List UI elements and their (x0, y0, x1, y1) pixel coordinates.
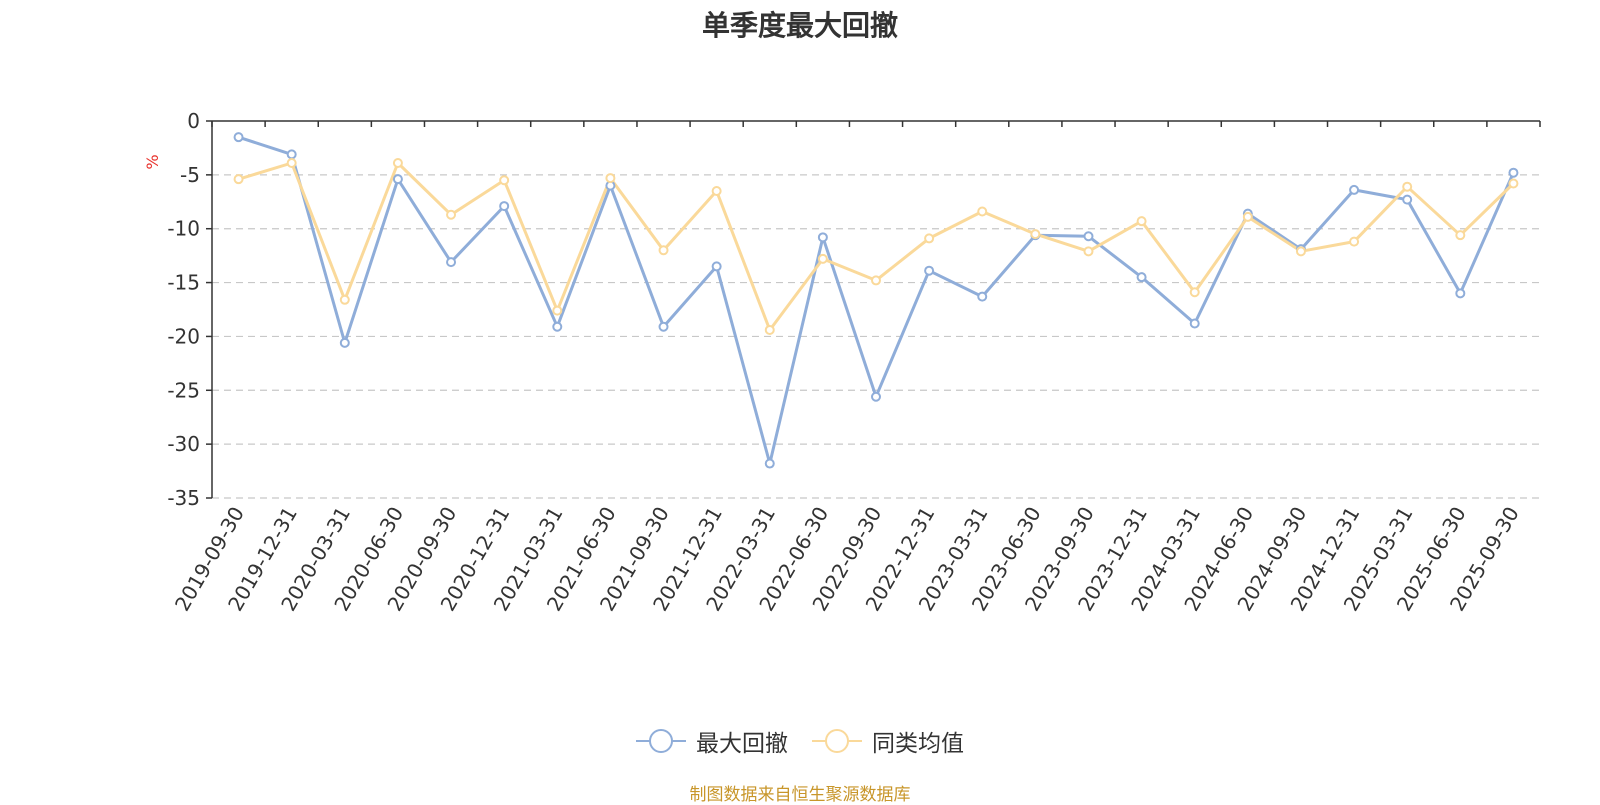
data-point[interactable] (1189, 287, 1200, 298)
data-point[interactable] (1136, 272, 1147, 283)
data-point[interactable] (1242, 211, 1253, 222)
data-point[interactable] (392, 158, 403, 169)
grid-lines (212, 174, 1540, 499)
data-point[interactable] (977, 206, 988, 217)
series-line-1 (238, 161, 1515, 332)
data-point[interactable] (1349, 236, 1360, 247)
data-point[interactable] (658, 321, 669, 332)
x-tick-labels: 2019-09-302019-12-312020-03-312020-06-30… (170, 503, 1524, 616)
data-source-note: 制图数据来自恒生聚源数据库 (689, 785, 911, 805)
data-point[interactable] (817, 232, 828, 243)
data-point[interactable] (552, 321, 563, 332)
axes (206, 120, 1541, 499)
data-point[interactable] (233, 174, 244, 185)
data-point[interactable] (1402, 194, 1413, 205)
data-point[interactable] (605, 173, 616, 184)
y-tick-labels: 0 -5 -10 -15 -20 -25 -30 -35 (167, 109, 200, 510)
data-point[interactable] (1189, 318, 1200, 329)
y-tick-label: -30 (167, 432, 200, 456)
chart-title: 单季度最大回撤 (701, 9, 898, 42)
data-point[interactable] (499, 201, 510, 212)
legend-item-max-drawdown[interactable]: 最大回撤 (636, 724, 788, 758)
data-point[interactable] (871, 391, 881, 402)
data-point[interactable] (1455, 288, 1466, 299)
data-point[interactable] (339, 337, 350, 348)
y-tick-label: -20 (167, 324, 200, 348)
data-point[interactable] (658, 245, 669, 256)
y-tick-label: -15 (167, 271, 200, 295)
data-point[interactable] (499, 175, 510, 186)
legend-line-circle-icon (812, 728, 862, 754)
data-point[interactable] (286, 158, 297, 169)
data-point[interactable] (1508, 178, 1519, 189)
data-point[interactable] (711, 261, 722, 272)
y-tick-label: 0 (187, 109, 200, 133)
data-point[interactable] (977, 291, 988, 302)
data-point[interactable] (1030, 229, 1041, 240)
data-point[interactable] (764, 324, 775, 335)
line-chart: 0 -5 -10 -15 -20 -25 -30 -35 2019-09-302019-12-… (143, 109, 1541, 616)
legend-label: 同类均值 (872, 731, 964, 757)
data-point[interactable] (446, 209, 457, 220)
data-point[interactable] (233, 132, 244, 143)
data-point[interactable] (446, 257, 457, 268)
data-point[interactable] (924, 233, 935, 244)
data-point[interactable] (286, 149, 297, 160)
legend-line-circle-icon (636, 728, 686, 754)
data-point[interactable] (924, 265, 935, 276)
series-points (233, 132, 1519, 469)
legend: 最大回撤 同类均值 (0, 724, 1600, 758)
data-point[interactable] (1083, 246, 1094, 257)
y-tick-label: -35 (167, 486, 200, 510)
y-axis-label: % (143, 154, 162, 169)
data-point[interactable] (1402, 181, 1413, 192)
data-point[interactable] (339, 294, 350, 305)
data-point[interactable] (1083, 231, 1094, 242)
series-lines (238, 135, 1515, 465)
data-point[interactable] (1295, 246, 1306, 257)
data-point[interactable] (1508, 167, 1519, 178)
data-point[interactable] (871, 275, 881, 286)
y-tick-label: -25 (167, 378, 200, 402)
legend-item-peer-average[interactable]: 同类均值 (812, 724, 964, 758)
data-point[interactable] (392, 174, 403, 185)
data-point[interactable] (1136, 216, 1147, 227)
legend-label: 最大回撤 (696, 731, 788, 757)
series-line-0 (238, 135, 1515, 465)
data-point[interactable] (1455, 230, 1466, 241)
y-tick-label: -5 (180, 163, 200, 187)
data-point[interactable] (552, 305, 563, 316)
data-point[interactable] (764, 458, 775, 469)
data-point[interactable] (817, 253, 828, 264)
data-point[interactable] (711, 186, 722, 197)
y-tick-label: -10 (167, 217, 200, 241)
data-point[interactable] (1349, 184, 1360, 195)
